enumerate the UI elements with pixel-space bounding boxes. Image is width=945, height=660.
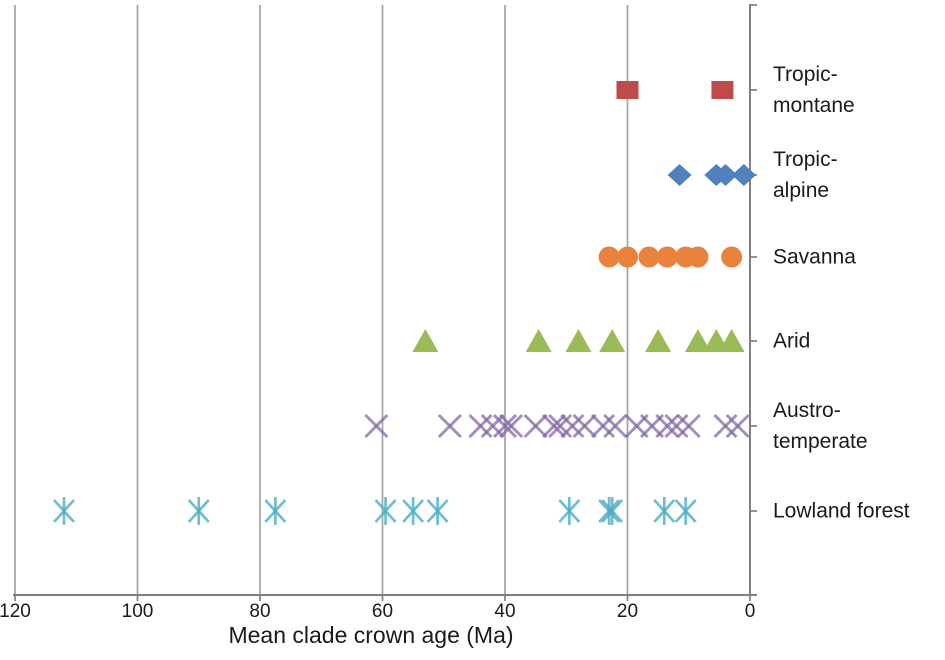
- data-point-marker: [653, 499, 676, 523]
- data-point-marker: [364, 413, 389, 439]
- data-point-marker: [616, 81, 639, 99]
- data-point-marker: [412, 329, 439, 352]
- data-point-marker: [718, 329, 745, 352]
- category-label-tropic-alpine: Tropic- alpine: [773, 147, 838, 202]
- data-point-marker: [713, 413, 738, 439]
- data-point-marker: [590, 413, 616, 439]
- data-point-marker: [603, 413, 628, 439]
- data-point-marker: [187, 499, 210, 523]
- data-point-marker: [499, 413, 524, 439]
- data-point-marker: [565, 329, 592, 352]
- x-tick-label: 40: [494, 601, 516, 622]
- data-point-marker: [721, 246, 743, 268]
- data-point-marker: [664, 413, 689, 439]
- data-point-marker: [731, 164, 756, 186]
- category-label-tropic-montane: Tropic- montane: [773, 62, 855, 117]
- data-point-marker: [480, 413, 505, 439]
- x-tick-label: 0: [744, 601, 756, 622]
- data-point-marker: [711, 81, 734, 99]
- data-point-marker: [492, 413, 518, 439]
- data-point-marker: [687, 246, 709, 268]
- category-label-lowland-forest: Lowland forest: [773, 499, 910, 523]
- data-point-marker: [525, 329, 552, 352]
- data-point-marker: [402, 499, 425, 523]
- data-point-marker: [713, 164, 738, 186]
- category-label-austro-temperate: Austro- temperate: [773, 398, 868, 453]
- data-point-marker: [468, 413, 493, 439]
- x-axis-title: Mean clade crown age (Ma): [228, 622, 514, 648]
- data-point-marker: [598, 499, 621, 523]
- x-tick-label: 80: [249, 601, 271, 622]
- data-point-marker: [264, 499, 287, 523]
- data-point-marker: [437, 413, 462, 439]
- data-point-marker: [426, 499, 449, 523]
- data-point-marker: [684, 329, 711, 352]
- data-point-marker: [645, 329, 672, 352]
- data-point-marker: [541, 413, 567, 439]
- data-point-marker: [572, 413, 597, 439]
- data-point-marker: [617, 246, 638, 268]
- data-point-marker: [676, 413, 701, 439]
- data-point-marker: [674, 499, 697, 523]
- x-tick-label: 60: [371, 601, 394, 622]
- data-point-marker: [601, 499, 624, 523]
- data-point-marker: [374, 499, 397, 523]
- data-point-marker: [725, 413, 750, 439]
- data-point-marker: [599, 329, 626, 352]
- x-tick-label: 100: [121, 601, 154, 622]
- data-point-marker: [523, 413, 548, 439]
- data-point-marker: [656, 246, 678, 268]
- category-label-savanna: Savanna: [773, 245, 856, 269]
- data-point-marker: [655, 413, 680, 439]
- data-point-marker: [560, 413, 585, 439]
- data-point-marker: [558, 499, 581, 523]
- category-label-arid: Arid: [773, 329, 811, 353]
- data-point-marker: [548, 413, 573, 439]
- x-tick-label: 120: [0, 601, 31, 622]
- data-point-marker: [638, 246, 660, 268]
- data-point-marker: [53, 499, 75, 523]
- data-point-marker: [667, 164, 692, 186]
- data-point-marker: [598, 246, 620, 268]
- x-tick-label: 20: [616, 601, 639, 622]
